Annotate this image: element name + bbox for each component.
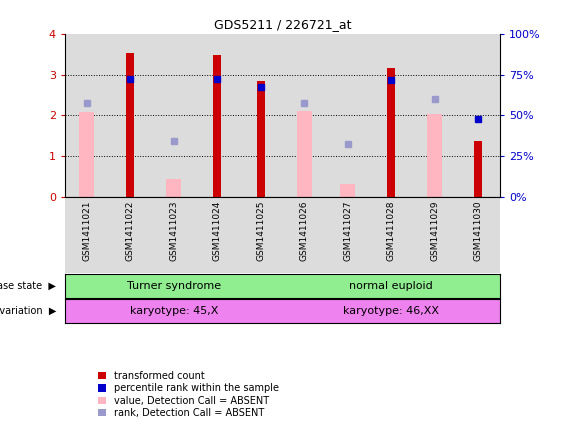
- Bar: [413, 34, 457, 197]
- Bar: [388, 68, 395, 197]
- Bar: [370, 197, 413, 273]
- Text: GSM1411024: GSM1411024: [213, 201, 221, 261]
- Text: GSM1411029: GSM1411029: [431, 201, 439, 261]
- Bar: [239, 197, 282, 273]
- Title: GDS5211 / 226721_at: GDS5211 / 226721_at: [214, 18, 351, 31]
- Text: GSM1411027: GSM1411027: [344, 201, 352, 261]
- Text: GSM1411028: GSM1411028: [387, 201, 396, 261]
- Text: genotype/variation  ▶: genotype/variation ▶: [0, 306, 56, 316]
- Bar: [79, 113, 94, 197]
- Bar: [297, 111, 312, 197]
- Bar: [282, 197, 326, 273]
- Bar: [326, 34, 370, 197]
- Bar: [65, 34, 108, 197]
- Text: normal euploid: normal euploid: [349, 281, 433, 291]
- Bar: [108, 34, 152, 197]
- Text: disease state  ▶: disease state ▶: [0, 281, 56, 291]
- Text: GSM1411025: GSM1411025: [257, 201, 265, 261]
- Bar: [65, 299, 282, 323]
- Text: GSM1411026: GSM1411026: [300, 201, 308, 261]
- Bar: [457, 197, 500, 273]
- Bar: [413, 197, 457, 273]
- Bar: [370, 34, 413, 197]
- Legend: transformed count, percentile rank within the sample, value, Detection Call = AB: transformed count, percentile rank withi…: [98, 371, 279, 418]
- Bar: [282, 274, 500, 298]
- Bar: [152, 197, 195, 273]
- Text: karyotype: 46,XX: karyotype: 46,XX: [344, 306, 439, 316]
- Text: GSM1411021: GSM1411021: [82, 201, 91, 261]
- Bar: [65, 197, 108, 273]
- Bar: [239, 34, 282, 197]
- Bar: [257, 82, 264, 197]
- Bar: [195, 197, 239, 273]
- Text: GSM1411022: GSM1411022: [126, 201, 134, 261]
- Text: GSM1411023: GSM1411023: [170, 201, 178, 261]
- Text: karyotype: 45,X: karyotype: 45,X: [129, 306, 218, 316]
- Bar: [65, 274, 282, 298]
- Text: GSM1411030: GSM1411030: [474, 201, 483, 261]
- Bar: [427, 114, 442, 197]
- Bar: [152, 34, 195, 197]
- Bar: [127, 53, 134, 197]
- Bar: [457, 34, 500, 197]
- Bar: [326, 197, 370, 273]
- Bar: [282, 299, 500, 323]
- Bar: [166, 179, 181, 197]
- Bar: [340, 184, 355, 197]
- Bar: [475, 141, 482, 197]
- Bar: [282, 34, 326, 197]
- Bar: [108, 197, 152, 273]
- Bar: [214, 55, 221, 197]
- Bar: [195, 34, 239, 197]
- Text: Turner syndrome: Turner syndrome: [127, 281, 221, 291]
